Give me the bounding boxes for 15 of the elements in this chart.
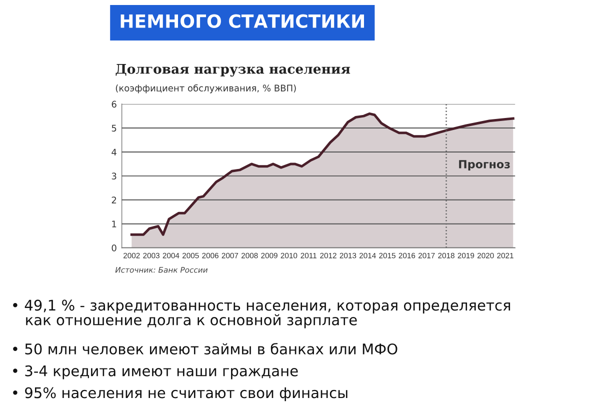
y-tick-label: 4 xyxy=(112,148,116,156)
y-tick-label: 5 xyxy=(112,124,116,132)
text: • 3-4 кредита имеют наши граждане xyxy=(13,365,298,380)
y-tick-label: 0 xyxy=(112,244,116,252)
y-tick-label: 3 xyxy=(112,172,116,180)
text: • 50 млн человек имеют займы в банках или МФО xyxy=(13,342,398,354)
y-tick-label: 6 xyxy=(112,100,116,108)
text: • 95% населения не считают свои финансы xyxy=(13,387,348,402)
y-tick-label: 1 xyxy=(112,220,116,228)
ref-line-label: Прогноз xyxy=(459,160,510,171)
y-axis-title: (коэффициент обслуживания, % ВВП) xyxy=(116,84,296,94)
text: • 49,1 % - закредитованность населения, которая определяется как отношение долга к основной зарплате xyxy=(13,300,510,328)
chart-subtitle: Долговая нагрузка населения xyxy=(116,64,350,77)
y-tick-label: 2 xyxy=(112,196,116,204)
chart-title: НЕМНОГО СТАТИСТИКИ xyxy=(120,14,364,28)
